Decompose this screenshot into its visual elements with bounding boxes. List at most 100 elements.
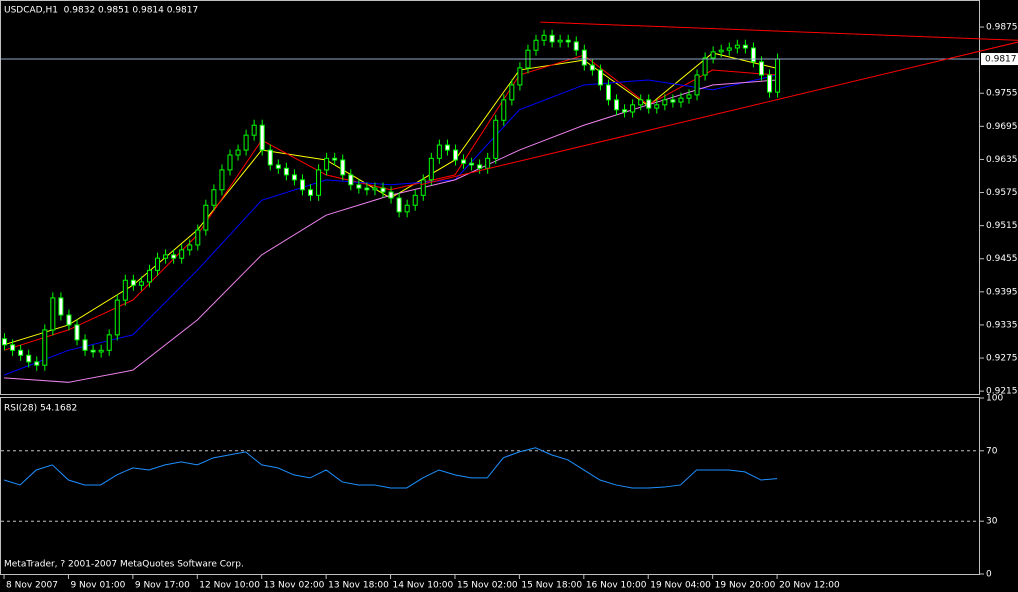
candle-body bbox=[291, 174, 297, 181]
x-tick-label: 9 Nov 17:00 bbox=[135, 581, 190, 591]
last-price-label: 0.9817 bbox=[985, 55, 1017, 65]
y-tick-label: 0.9335 bbox=[986, 320, 1018, 330]
x-tick-label: 19 Nov 20:00 bbox=[715, 581, 776, 591]
rsi-panel-frame bbox=[0, 397, 980, 575]
candle-body bbox=[211, 189, 217, 206]
y-tick-label: 0.9515 bbox=[986, 221, 1018, 231]
x-tick-label: 8 Nov 2007 bbox=[6, 581, 58, 591]
candle-body bbox=[283, 167, 289, 176]
x-tick-label: 9 Nov 01:00 bbox=[70, 581, 125, 591]
candle-body bbox=[66, 314, 72, 326]
x-tick-label: 15 Nov 02:00 bbox=[457, 581, 518, 591]
moving-average bbox=[3, 74, 778, 376]
y-tick-label: 0.9455 bbox=[986, 254, 1018, 264]
footer: MetaTrader, ? 2001-2007 MetaQuotes Softw… bbox=[4, 560, 244, 570]
candle-body bbox=[452, 149, 458, 161]
candle-body bbox=[396, 197, 402, 213]
candle-body bbox=[372, 187, 378, 191]
candle-body bbox=[533, 39, 539, 51]
candle-body bbox=[187, 244, 193, 251]
candle-body bbox=[686, 94, 692, 99]
candle-body bbox=[348, 174, 354, 186]
candle-body bbox=[42, 329, 48, 366]
candle-body bbox=[767, 74, 773, 93]
y-tick-label: 0.9215 bbox=[986, 387, 1018, 397]
candle-body bbox=[597, 69, 603, 86]
x-tick-label: 20 Nov 12:00 bbox=[779, 581, 840, 591]
candle-body bbox=[2, 338, 8, 346]
y-tick-label: 0.9635 bbox=[986, 155, 1018, 165]
candle-body bbox=[622, 109, 628, 113]
last-price-box bbox=[981, 53, 1018, 66]
candle-body bbox=[573, 41, 579, 51]
candle-body bbox=[718, 49, 724, 53]
candle-body bbox=[662, 99, 668, 106]
candle-body bbox=[477, 164, 483, 169]
candle-body bbox=[324, 157, 330, 171]
candle-body bbox=[388, 191, 394, 199]
x-tick-label: 14 Nov 10:00 bbox=[393, 581, 454, 591]
x-tick-label: 16 Nov 10:00 bbox=[586, 581, 647, 591]
candle-body bbox=[565, 39, 571, 43]
x-tick-label: 15 Nov 18:00 bbox=[521, 581, 582, 591]
y-tick-label: 70 bbox=[986, 446, 998, 456]
y-tick-label: 0.9755 bbox=[986, 89, 1018, 99]
candle-body bbox=[203, 204, 209, 231]
candle-body bbox=[404, 204, 410, 213]
candle-body bbox=[694, 74, 700, 96]
candle-body bbox=[557, 39, 563, 43]
x-tick-label: 19 Nov 04:00 bbox=[650, 581, 711, 591]
candle-body bbox=[179, 249, 185, 259]
candle-body bbox=[581, 49, 587, 66]
rsi-line bbox=[3, 447, 778, 489]
candle-body bbox=[34, 361, 40, 366]
candle-body bbox=[299, 179, 305, 191]
candle-body bbox=[549, 34, 555, 43]
candle-body bbox=[614, 99, 620, 111]
candle-body bbox=[163, 254, 169, 259]
candle-body bbox=[106, 334, 112, 351]
candle-body bbox=[122, 279, 128, 301]
candle-body bbox=[74, 324, 80, 341]
candle-body bbox=[332, 157, 338, 161]
rsi-title: RSI(28) 54.1682 bbox=[4, 404, 77, 414]
candle-body bbox=[155, 257, 161, 271]
candle-body bbox=[10, 344, 16, 351]
candle-body bbox=[630, 104, 636, 113]
candle-body bbox=[90, 349, 96, 353]
trend-line bbox=[540, 21, 1018, 41]
y-tick-label: 30 bbox=[986, 517, 998, 527]
candle-body bbox=[58, 297, 64, 316]
candle-body bbox=[18, 349, 24, 356]
candle-body bbox=[251, 124, 257, 136]
candle-body bbox=[710, 51, 716, 59]
candle-body bbox=[420, 179, 426, 196]
candle-body bbox=[750, 47, 756, 63]
candle-body bbox=[485, 157, 491, 169]
candle-body bbox=[340, 159, 346, 176]
candle-body bbox=[114, 299, 120, 336]
candle-body bbox=[26, 354, 32, 363]
y-tick-label: 0.9875 bbox=[986, 23, 1018, 33]
candle-body bbox=[243, 134, 249, 151]
candle-body bbox=[380, 187, 386, 193]
candle-body bbox=[428, 157, 434, 181]
candle-body bbox=[50, 297, 56, 331]
candle-body bbox=[775, 58, 781, 93]
y-tick-label: 0.9395 bbox=[986, 287, 1018, 297]
plot-area bbox=[1, 29, 980, 383]
x-tick-label: 12 Nov 10:00 bbox=[199, 581, 260, 591]
candle-body bbox=[461, 159, 467, 164]
candle-body bbox=[444, 144, 450, 151]
candle-body bbox=[758, 61, 764, 76]
main-panel-frame bbox=[0, 0, 980, 395]
candle-body bbox=[605, 84, 611, 101]
y-tick-label: 0.9275 bbox=[986, 354, 1018, 364]
candle-body bbox=[146, 269, 152, 283]
candle-body bbox=[493, 119, 499, 159]
candle-body bbox=[82, 339, 88, 351]
candle-body bbox=[678, 97, 684, 103]
